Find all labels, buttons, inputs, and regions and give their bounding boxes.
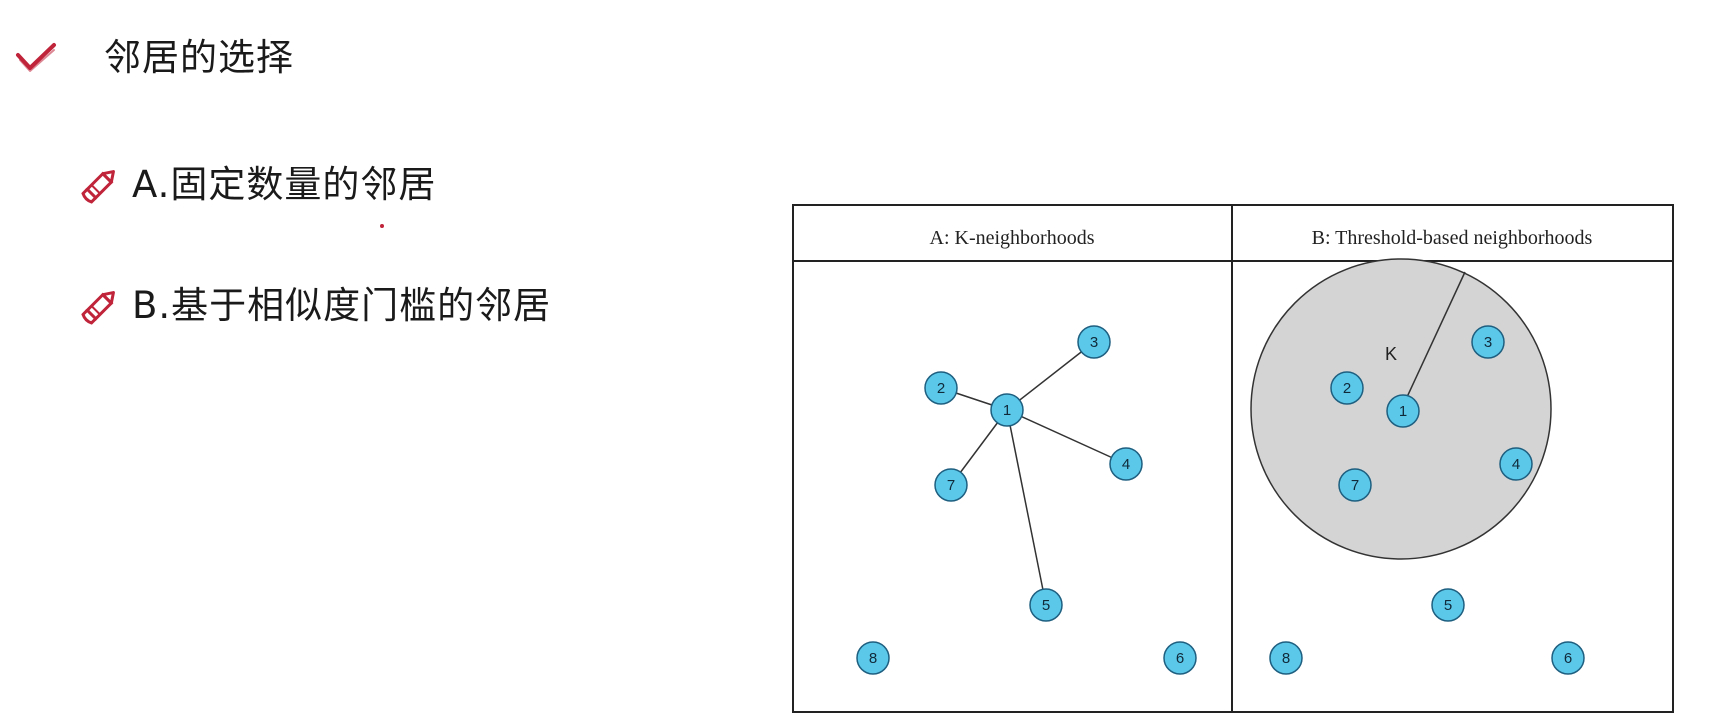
svg-text:1: 1	[1399, 403, 1407, 420]
threshold-radius	[1400, 271, 1466, 411]
node-b-7: 7	[1338, 468, 1372, 502]
neighborhood-diagram: A: K-neighborhoods B: Threshold-based ne…	[792, 204, 1675, 715]
node-b-8: 8	[1269, 641, 1303, 675]
svg-text:6: 6	[1176, 650, 1184, 667]
node-b-1: 1	[1386, 394, 1420, 428]
bullet-text: B.基于相似度门槛的邻居	[132, 284, 552, 327]
node-a-7: 7	[934, 468, 968, 502]
slide-heading: 邻居的选择	[14, 38, 294, 78]
bullet-threshold-based: B.基于相似度门槛的邻居	[78, 284, 551, 328]
svg-text:2: 2	[937, 380, 945, 397]
svg-text:6: 6	[1564, 650, 1572, 667]
node-a-8: 8	[856, 641, 890, 675]
panel-a-nodes: 1 2 3 4 5 6 7	[856, 325, 1197, 675]
edge-1-5	[1006, 409, 1047, 606]
svg-text:8: 8	[869, 650, 877, 667]
heading-text: 邻居的选择	[104, 36, 294, 79]
node-a-4: 4	[1109, 447, 1143, 481]
svg-text:3: 3	[1484, 334, 1492, 351]
svg-text:5: 5	[1444, 597, 1452, 614]
pencil-icon	[81, 291, 115, 325]
edge-1-4	[1006, 409, 1127, 465]
node-b-3: 3	[1471, 325, 1505, 359]
svg-text:3: 3	[1090, 334, 1098, 351]
svg-text:2: 2	[1343, 380, 1351, 397]
node-b-4: 4	[1499, 447, 1533, 481]
svg-text:7: 7	[947, 477, 955, 494]
node-a-6: 6	[1163, 641, 1197, 675]
svg-text:5: 5	[1042, 597, 1050, 614]
svg-text:1: 1	[1003, 402, 1011, 419]
bullet-fixed-count: A.固定数量的邻居	[78, 163, 436, 207]
svg-text:4: 4	[1122, 456, 1130, 473]
node-b-2: 2	[1330, 371, 1364, 405]
node-a-5: 5	[1029, 588, 1063, 622]
radius-label: K	[1385, 344, 1397, 364]
decorative-dot	[380, 224, 384, 228]
svg-text:4: 4	[1512, 456, 1520, 473]
pencil-icon	[81, 170, 115, 204]
edge-1-3	[1006, 341, 1095, 411]
node-a-2: 2	[924, 371, 958, 405]
svg-text:7: 7	[1351, 477, 1359, 494]
panel-b-title: B: Threshold-based neighborhoods	[1312, 227, 1593, 249]
node-b-6: 6	[1551, 641, 1585, 675]
check-icon	[16, 43, 56, 72]
svg-text:8: 8	[1282, 650, 1290, 667]
panel-a-title: A: K-neighborhoods	[930, 227, 1095, 249]
node-a-3: 3	[1077, 325, 1111, 359]
bullet-text: A.固定数量的邻居	[132, 163, 437, 206]
node-a-1: 1	[990, 393, 1024, 427]
panel-b-nodes: 1 2 3 4 5 6 7	[1269, 325, 1585, 675]
diagram-canvas: A: K-neighborhoods B: Threshold-based ne…	[792, 204, 1674, 713]
node-b-5: 5	[1431, 588, 1465, 622]
